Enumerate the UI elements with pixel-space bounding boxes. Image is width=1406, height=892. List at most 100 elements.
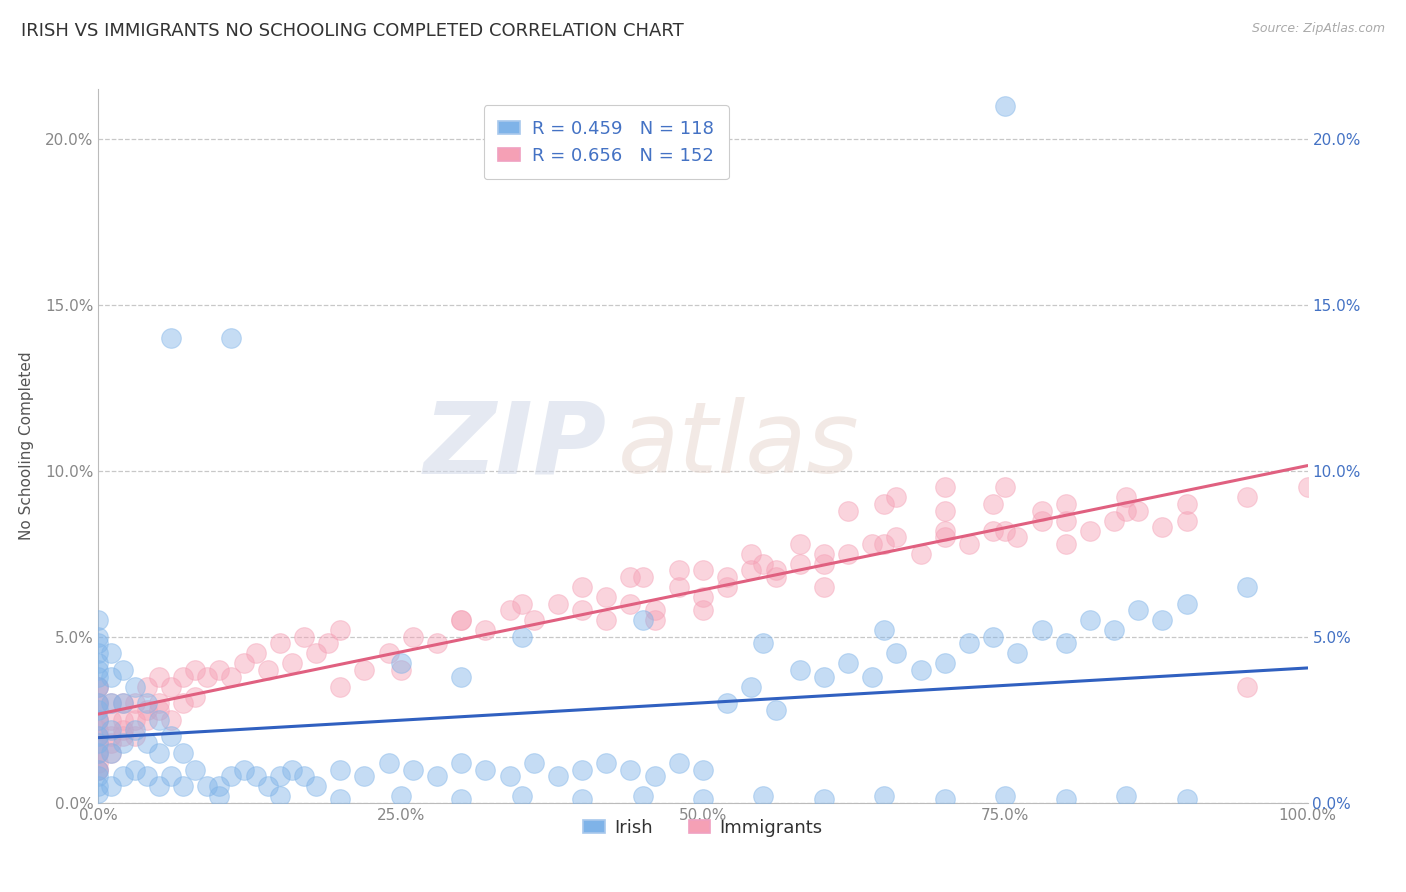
Point xyxy=(292,769,315,783)
Point xyxy=(981,497,1004,511)
Point xyxy=(1152,613,1174,627)
Point xyxy=(765,703,787,717)
Point xyxy=(184,763,207,777)
Point xyxy=(510,630,533,644)
Point xyxy=(619,570,641,584)
Point xyxy=(100,746,122,760)
Point xyxy=(111,696,134,710)
Point xyxy=(934,504,956,518)
Point xyxy=(100,736,122,750)
Point xyxy=(450,792,472,806)
Point xyxy=(934,657,956,671)
Point xyxy=(87,763,110,777)
Point xyxy=(87,670,110,684)
Point xyxy=(1152,520,1174,534)
Point xyxy=(595,590,617,604)
Point xyxy=(160,730,183,744)
Point xyxy=(752,636,775,650)
Point xyxy=(934,530,956,544)
Point xyxy=(111,736,134,750)
Point xyxy=(160,331,183,345)
Point xyxy=(740,564,762,578)
Point xyxy=(87,746,110,760)
Point xyxy=(752,557,775,571)
Point xyxy=(934,481,956,495)
Point xyxy=(232,657,254,671)
Point xyxy=(148,746,170,760)
Point xyxy=(208,789,231,804)
Point xyxy=(87,713,110,727)
Point xyxy=(316,636,339,650)
Point xyxy=(692,792,714,806)
Point xyxy=(87,769,110,783)
Point xyxy=(329,624,352,638)
Point xyxy=(752,789,775,804)
Point xyxy=(668,756,690,770)
Point xyxy=(474,763,496,777)
Text: IRISH VS IMMIGRANTS NO SCHOOLING COMPLETED CORRELATION CHART: IRISH VS IMMIGRANTS NO SCHOOLING COMPLET… xyxy=(21,22,683,40)
Point xyxy=(135,769,157,783)
Point xyxy=(111,713,134,727)
Point xyxy=(668,580,690,594)
Point xyxy=(498,603,520,617)
Point xyxy=(172,670,194,684)
Point xyxy=(813,580,835,594)
Point xyxy=(692,564,714,578)
Point xyxy=(450,670,472,684)
Point xyxy=(860,537,883,551)
Point xyxy=(934,524,956,538)
Point xyxy=(1236,491,1258,505)
Point xyxy=(135,703,157,717)
Point xyxy=(873,624,896,638)
Point xyxy=(172,696,194,710)
Point xyxy=(87,657,110,671)
Point xyxy=(668,564,690,578)
Point xyxy=(644,769,666,783)
Point xyxy=(87,613,110,627)
Point xyxy=(256,779,278,793)
Point xyxy=(789,557,811,571)
Point xyxy=(87,730,110,744)
Point xyxy=(100,730,122,744)
Point xyxy=(1115,504,1137,518)
Point xyxy=(87,680,110,694)
Point xyxy=(100,713,122,727)
Point xyxy=(813,670,835,684)
Point xyxy=(994,524,1017,538)
Point xyxy=(1236,580,1258,594)
Point xyxy=(716,580,738,594)
Y-axis label: No Schooling Completed: No Schooling Completed xyxy=(20,351,34,541)
Point xyxy=(195,670,218,684)
Point xyxy=(87,746,110,760)
Point xyxy=(873,497,896,511)
Point xyxy=(269,636,291,650)
Point xyxy=(221,769,243,783)
Point xyxy=(111,769,134,783)
Point xyxy=(389,657,412,671)
Point xyxy=(1128,603,1150,617)
Point xyxy=(1175,497,1198,511)
Point xyxy=(87,636,110,650)
Point xyxy=(981,630,1004,644)
Point xyxy=(1031,624,1053,638)
Point xyxy=(571,580,593,594)
Point xyxy=(111,696,134,710)
Point xyxy=(148,696,170,710)
Point xyxy=(644,613,666,627)
Point xyxy=(87,730,110,744)
Point xyxy=(957,636,980,650)
Point xyxy=(1175,597,1198,611)
Point xyxy=(837,504,859,518)
Point xyxy=(377,647,399,661)
Point xyxy=(269,769,291,783)
Point xyxy=(523,613,546,627)
Point xyxy=(860,670,883,684)
Point xyxy=(87,763,110,777)
Point xyxy=(571,763,593,777)
Point xyxy=(813,557,835,571)
Legend: Irish, Immigrants: Irish, Immigrants xyxy=(576,812,830,844)
Point xyxy=(87,680,110,694)
Point xyxy=(547,769,569,783)
Point xyxy=(1115,789,1137,804)
Point xyxy=(184,663,207,677)
